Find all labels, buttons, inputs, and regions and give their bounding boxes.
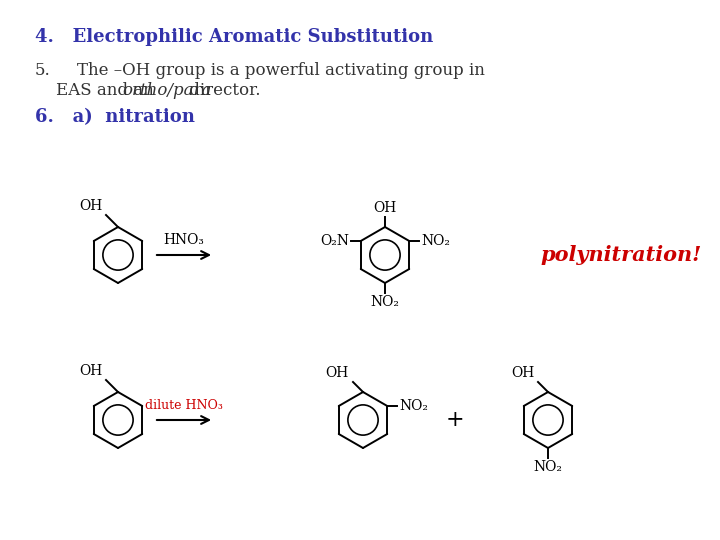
Text: OH: OH [78, 364, 102, 378]
Text: NO₂: NO₂ [421, 234, 450, 248]
Text: HNO₃: HNO₃ [163, 233, 204, 247]
Text: 6.   a)  nitration: 6. a) nitration [35, 108, 195, 126]
Text: OH: OH [78, 199, 102, 213]
Text: EAS and an: EAS and an [35, 82, 159, 99]
Text: OH: OH [510, 366, 534, 380]
Text: director.: director. [184, 82, 260, 99]
Text: ortho/para: ortho/para [122, 82, 212, 99]
Text: NO₂: NO₂ [534, 460, 562, 474]
Text: The –OH group is a powerful activating group in: The –OH group is a powerful activating g… [35, 62, 485, 79]
Text: O₂N: O₂N [320, 234, 348, 248]
Text: +: + [446, 409, 464, 431]
Text: polynitration!: polynitration! [540, 245, 701, 265]
Text: 5.: 5. [35, 62, 50, 79]
Text: NO₂: NO₂ [371, 295, 400, 309]
Text: OH: OH [374, 201, 397, 215]
Text: 4.   Electrophilic Aromatic Substitution: 4. Electrophilic Aromatic Substitution [35, 28, 433, 46]
Text: OH: OH [325, 366, 349, 380]
Text: dilute HNO₃: dilute HNO₃ [145, 399, 223, 412]
Text: NO₂: NO₂ [400, 399, 428, 413]
